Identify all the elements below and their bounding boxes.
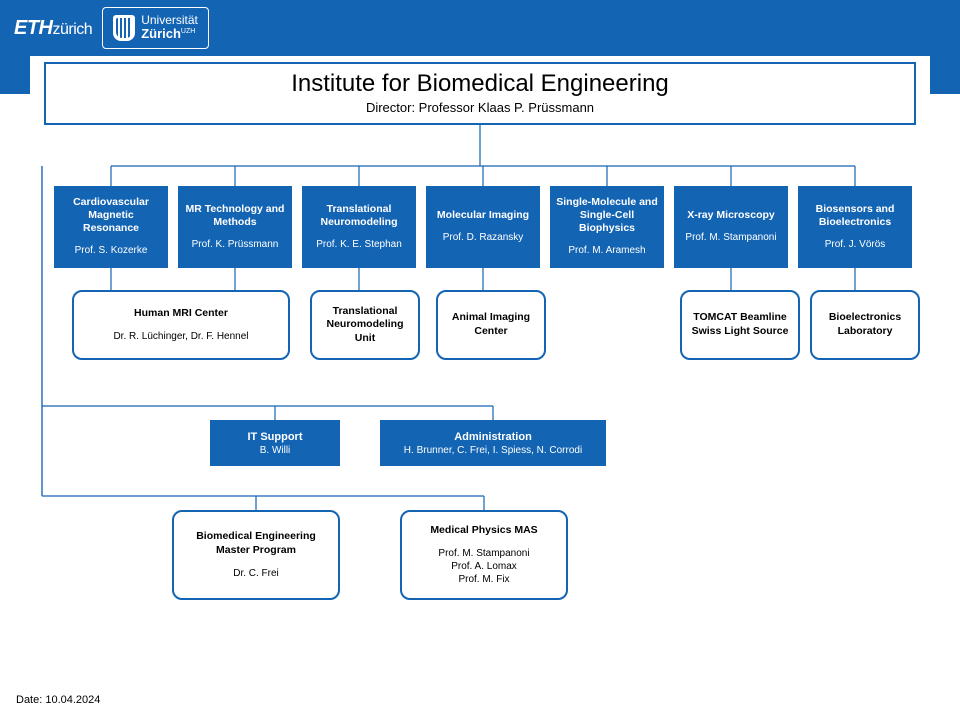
support-box: IT Support B. Willi [210,420,340,466]
program-title: Medical Physics MAS [408,524,560,538]
unit-box: Bioelectronics Laboratory [810,290,920,360]
uzh-logo-text: Universität ZürichUZH [141,14,198,41]
header-bar: ETHzürich Universität ZürichUZH [0,0,960,56]
support-title: IT Support [216,431,334,443]
dept-title: Translational Neuromodeling [308,203,410,229]
program-title: Biomedical Engineering Master Program [180,530,332,557]
support-title: Administration [386,431,600,443]
program-box: Medical Physics MAS Prof. M. StampanoniPr… [400,510,568,600]
dept-lead: Prof. S. Kozerke [60,245,162,258]
eth-logo-suffix: zürich [53,21,93,38]
dept-lead: Prof. K. Prüssmann [184,239,286,252]
unit-box: TOMCAT Beamline Swiss Light Source [680,290,800,360]
header-side-right [930,56,960,94]
dept-lead: Prof. J. Vörös [804,239,906,252]
uzh-crest-icon [113,15,135,41]
unit-box: Animal Imaging Center [436,290,546,360]
unit-title: TOMCAT Beamline Swiss Light Source [688,311,792,338]
support-sub: B. Willi [216,445,334,456]
uzh-logo: Universität ZürichUZH [102,7,209,48]
dept-box: MR Technology and Methods Prof. K. Prüssm… [178,186,292,268]
dept-box: Single-Molecule and Single-Cell Biophysi… [550,186,664,268]
program-sub: Prof. M. StampanoniProf. A. LomaxProf. M… [408,547,560,586]
support-box: Administration H. Brunner, C. Frei, I. Sp… [380,420,606,466]
dept-lead: Prof. K. E. Stephan [308,239,410,252]
unit-title: Bioelectronics Laboratory [818,311,912,338]
institute-director: Director: Professor Klaas P. Prüssmann [46,100,914,115]
unit-title: Animal Imaging Center [444,311,538,338]
dept-box: Biosensors and Bioelectronics Prof. J. Vö… [798,186,912,268]
dept-box: Translational Neuromodeling Prof. K. E. S… [302,186,416,268]
date-label: Date: 10.04.2024 [16,694,100,706]
eth-logo: ETHzürich [14,17,92,40]
title-box: Institute for Biomedical Engineering Dir… [44,62,916,125]
dept-box: Cardiovascular Magnetic Resonance Prof. S… [54,186,168,268]
unit-box: Human MRI Center Dr. R. Lüchinger, Dr. F.… [72,290,290,360]
uzh-line2: Zürich [141,26,181,41]
unit-title: Translational Neuromodeling Unit [318,305,412,346]
dept-box: X-ray Microscopy Prof. M. Stampanoni [674,186,788,268]
unit-sub: Dr. R. Lüchinger, Dr. F. Hennel [80,330,282,343]
dept-title: MR Technology and Methods [184,203,286,229]
header-side-left [0,56,30,94]
unit-title: Human MRI Center [80,307,282,321]
dept-box: Molecular Imaging Prof. D. Razansky [426,186,540,268]
program-box: Biomedical Engineering Master Program Dr.… [172,510,340,600]
dept-title: Cardiovascular Magnetic Resonance [60,196,162,235]
dept-title: Molecular Imaging [432,209,534,222]
dept-lead: Prof. M. Aramesh [556,245,658,258]
dept-title: Biosensors and Bioelectronics [804,203,906,229]
program-sub: Dr. C. Frei [180,567,332,580]
institute-title: Institute for Biomedical Engineering [46,70,914,98]
unit-box: Translational Neuromodeling Unit [310,290,420,360]
dept-title: X-ray Microscopy [680,209,782,222]
support-sub: H. Brunner, C. Frei, I. Spiess, N. Corro… [386,445,600,456]
dept-title: Single-Molecule and Single-Cell Biophysi… [556,196,658,235]
dept-lead: Prof. M. Stampanoni [680,232,782,245]
eth-logo-prefix: ETH [14,17,53,39]
dept-lead: Prof. D. Razansky [432,232,534,245]
